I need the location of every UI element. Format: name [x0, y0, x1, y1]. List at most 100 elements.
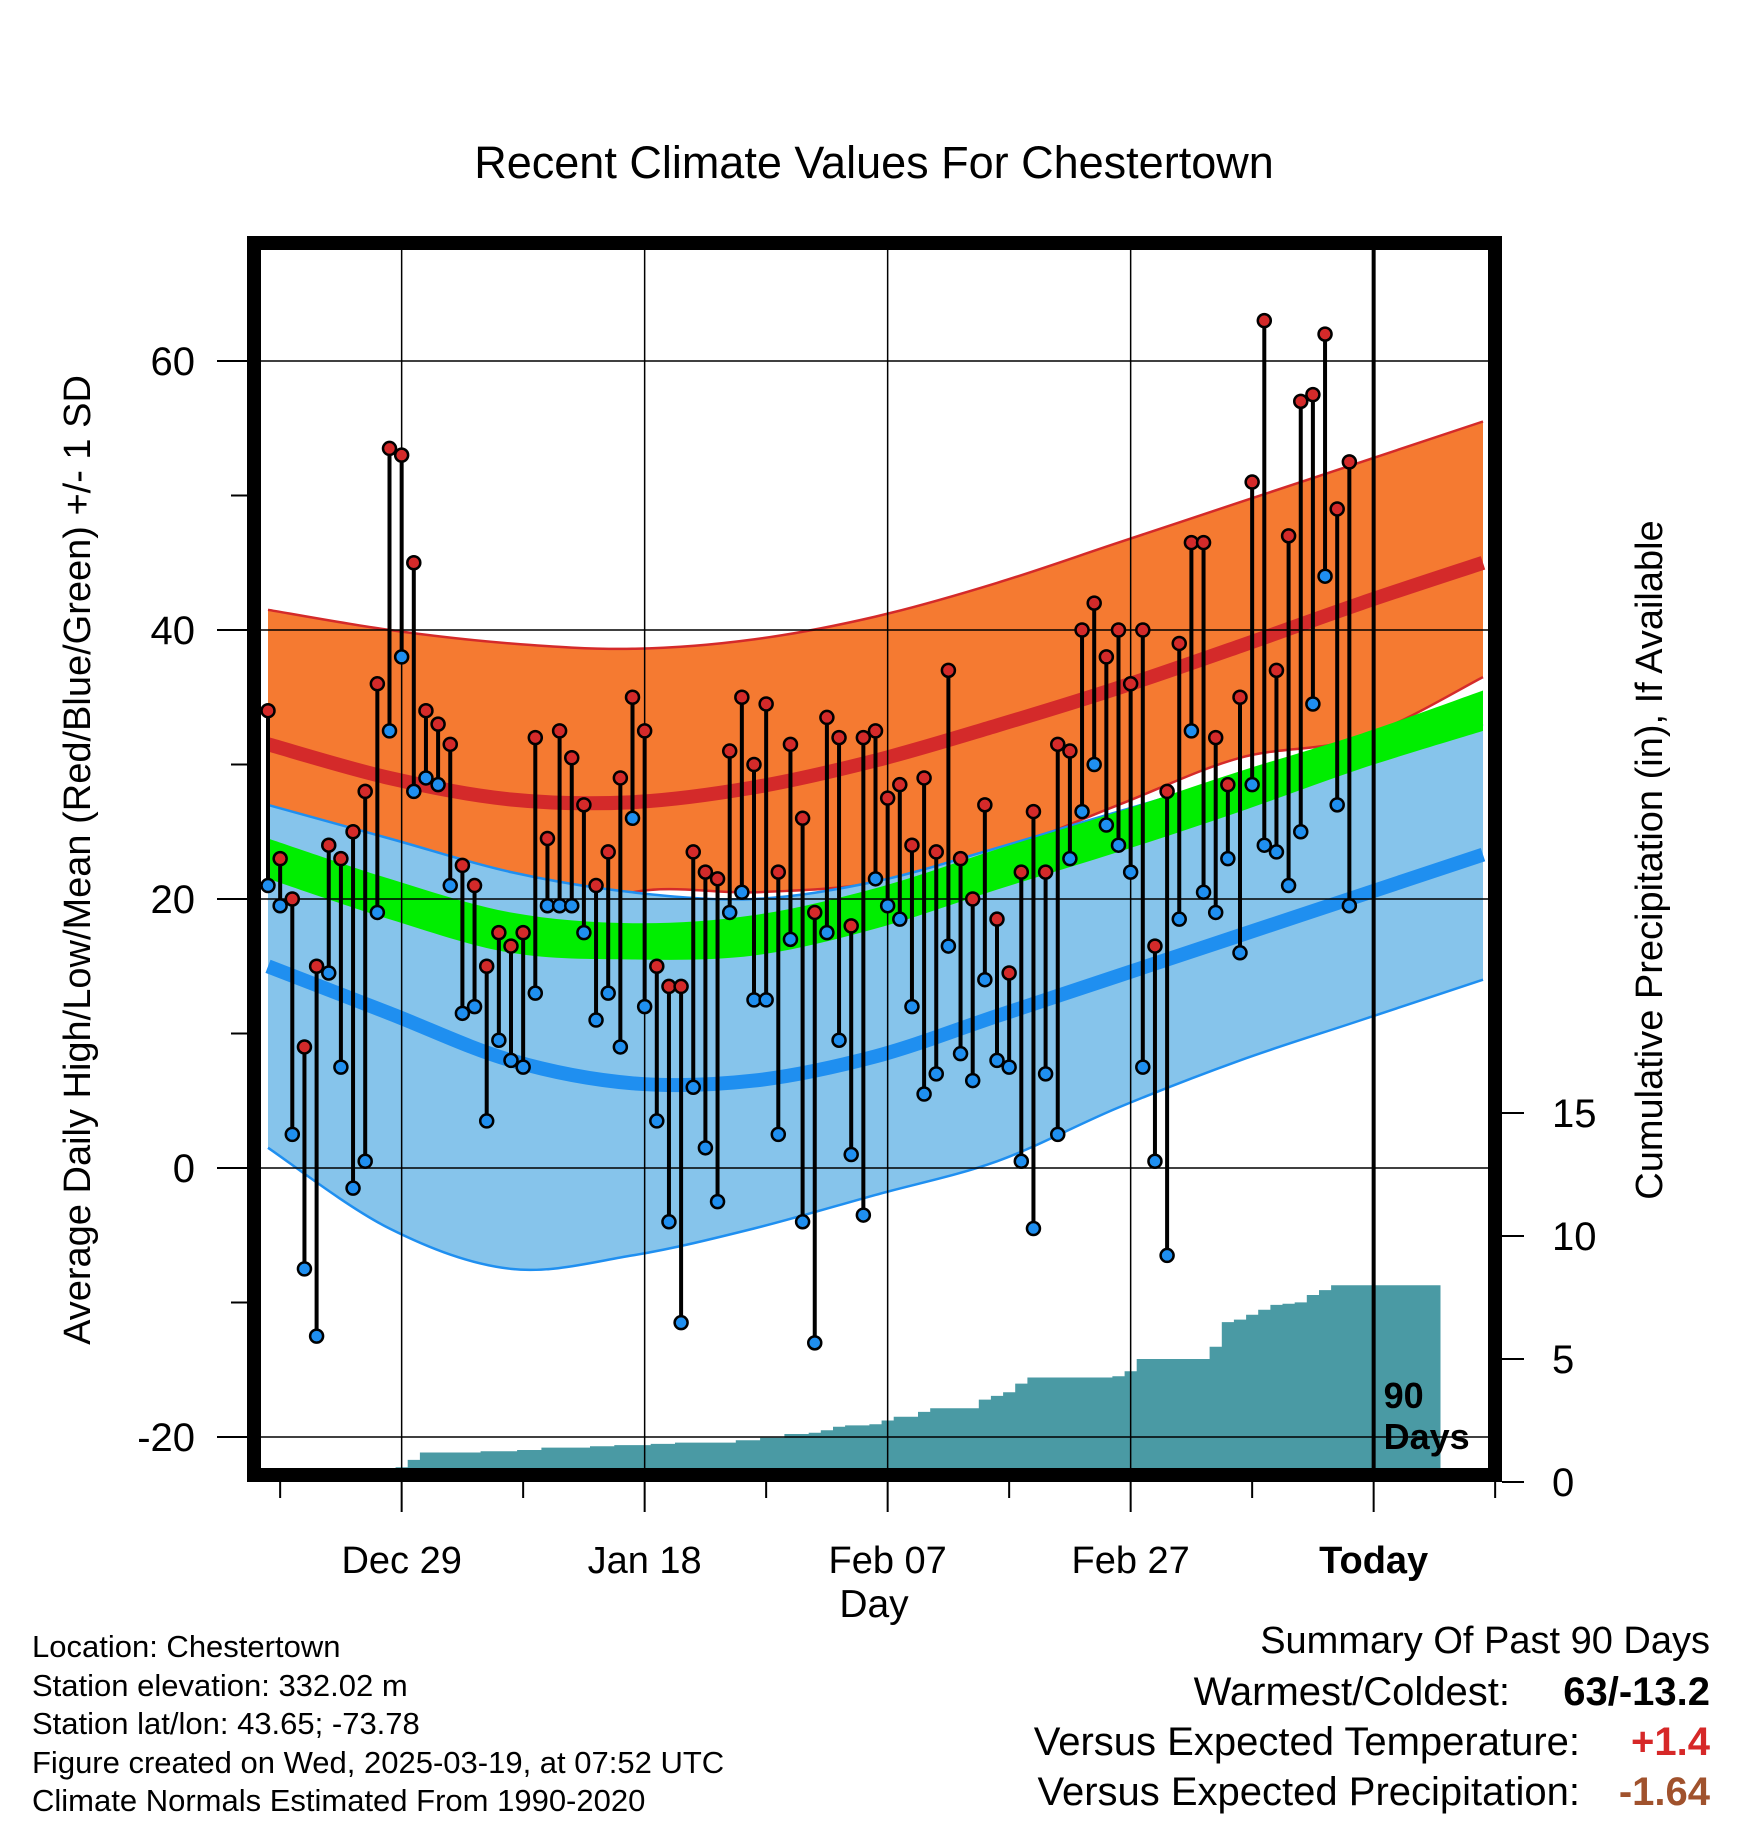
daily-high-point [1207, 729, 1224, 746]
daily-dots [261, 312, 1358, 1351]
daily-low-point [879, 897, 896, 914]
daily-low-point [964, 1072, 981, 1089]
daily-low-point [843, 1146, 859, 1163]
daily-low-point [1159, 1247, 1175, 1264]
daily-low-point [478, 1113, 495, 1129]
daily-low-point [1122, 864, 1139, 880]
daily-low-point [819, 924, 835, 941]
daily-high-point [1220, 776, 1236, 793]
daily-low-point [685, 1079, 701, 1096]
daily-high-point [1341, 454, 1358, 470]
daily-high-point [539, 830, 556, 847]
daily-high-point [758, 696, 774, 712]
daily-high-point [904, 837, 920, 853]
x-tick-label: Feb 27 [1071, 1540, 1189, 1582]
daily-high-point [1305, 386, 1321, 403]
daily-high-point [964, 891, 981, 907]
daily-low-point [272, 897, 288, 914]
daily-low-point [1013, 1153, 1030, 1170]
daily-high-point [624, 689, 641, 705]
daily-high-point [1329, 501, 1345, 517]
daily-high-point [977, 797, 993, 813]
daily-high-point [503, 938, 519, 954]
location-text: Location: Chestertown [32, 1629, 341, 1664]
daily-high-point [600, 844, 616, 860]
y2-tick-label: 15 [1552, 1092, 1597, 1136]
elevation-text: Station elevation: 332.02 m [32, 1667, 408, 1703]
daily-low-point [649, 1113, 665, 1129]
y2-tick-label: 10 [1552, 1215, 1597, 1259]
y2-axis-label: Cumulative Precipitation (in), If Availa… [1629, 520, 1671, 1199]
daily-high-point [843, 918, 859, 934]
latlon-text: Station lat/lon: 43.65; -73.78 [32, 1706, 420, 1741]
daily-high-point [588, 877, 604, 894]
x-tick-label: Today [1319, 1540, 1428, 1582]
daily-low-point [612, 1039, 629, 1055]
daily-low-point [734, 884, 750, 901]
daily-low-point [442, 877, 458, 894]
y-tick-label: 20 [151, 878, 196, 922]
warmest-coldest-value: 63/-13.2 [1563, 1670, 1710, 1714]
daily-high-point [1147, 938, 1163, 954]
precipitation-steps [268, 1285, 1441, 1468]
daily-low-point [1062, 850, 1078, 867]
daily-high-point [1001, 965, 1017, 981]
daily-low-point [1147, 1153, 1163, 1170]
daily-high-point [794, 810, 811, 827]
summary-heading: Summary Of Past 90 Days [1260, 1620, 1710, 1662]
daily-high-point [831, 729, 847, 746]
daily-low-point [904, 998, 920, 1015]
daily-low-point [503, 1052, 519, 1069]
daily-high-point [333, 850, 349, 867]
daily-low-point [308, 1328, 325, 1344]
daily-high-point [636, 723, 653, 739]
daily-low-point [831, 1032, 847, 1048]
daily-high-point [782, 736, 799, 753]
daily-low-point [1050, 1126, 1066, 1143]
y-tick-label: 40 [151, 609, 196, 653]
precip-anomaly-label: Versus Expected Precipitation: [1037, 1770, 1580, 1814]
daily-low-point [418, 770, 434, 786]
daily-low-point [345, 1180, 361, 1196]
daily-high-point [685, 844, 701, 860]
daily-high-point [1280, 528, 1297, 544]
daily-high-point [1086, 595, 1102, 611]
daily-high-point [746, 756, 762, 773]
daily-low-point [1001, 1059, 1017, 1075]
daily-low-point [782, 931, 799, 948]
daily-low-point [1074, 803, 1090, 820]
daily-low-point [1037, 1066, 1054, 1082]
y-tick-label: 60 [151, 340, 196, 384]
daily-high-point [564, 750, 580, 766]
daily-high-point [819, 709, 835, 726]
daily-low-point [770, 1126, 787, 1143]
daily-low-point [466, 998, 483, 1015]
warmest-coldest-label: Warmest/Coldest: [1193, 1670, 1510, 1714]
y2-tick-label: 0 [1552, 1461, 1574, 1505]
daily-low-point [636, 998, 653, 1015]
daily-high-point [261, 702, 276, 719]
daily-high-point [357, 783, 373, 800]
temp-anomaly-value: +1.4 [1631, 1720, 1710, 1764]
daily-low-point [430, 776, 446, 793]
daily-low-point [892, 911, 908, 927]
daily-high-point [1050, 736, 1066, 753]
daily-high-point [1013, 864, 1030, 880]
daily-high-point [867, 723, 884, 739]
daily-high-point [928, 844, 944, 860]
daily-high-point [940, 662, 957, 679]
y-axis-left: -20 0 20 40 60 [137, 340, 247, 1460]
daily-low-point [1256, 837, 1273, 853]
daily-high-point [879, 790, 896, 806]
daily-low-point [321, 965, 337, 981]
x-tick-label: Dec 29 [341, 1540, 461, 1582]
daily-high-point [770, 864, 787, 880]
daily-low-point [709, 1193, 726, 1210]
low-normal-line [265, 847, 1486, 1093]
daily-high-point [709, 871, 726, 887]
daily-high-point [296, 1039, 313, 1055]
daily-high-point [1074, 622, 1090, 638]
daily-low-point [527, 985, 544, 1001]
daily-high-point [515, 924, 531, 941]
